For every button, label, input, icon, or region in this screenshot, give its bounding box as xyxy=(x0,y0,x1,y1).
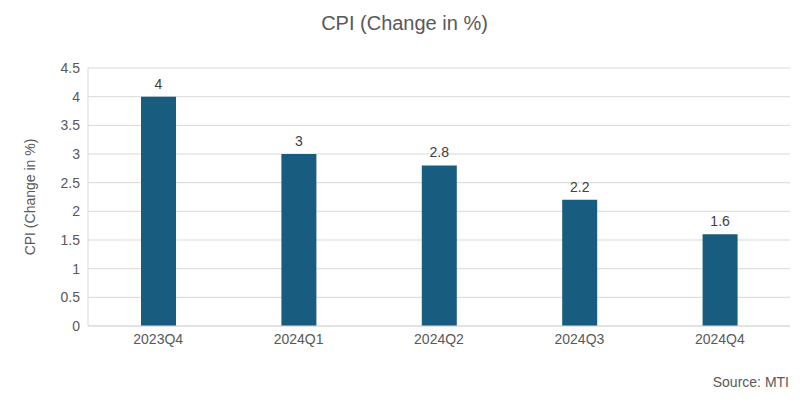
svg-text:2.5: 2.5 xyxy=(61,175,81,191)
svg-text:3: 3 xyxy=(295,133,303,149)
html-text:CPI (Change in %): CPI (Change in %) xyxy=(321,12,488,34)
svg-text:1.6: 1.6 xyxy=(710,213,730,229)
svg-text:2024Q4: 2024Q4 xyxy=(695,331,745,347)
svg-text:0: 0 xyxy=(72,318,80,334)
svg-text:3.5: 3.5 xyxy=(61,117,81,133)
svg-text:1.5: 1.5 xyxy=(61,232,81,248)
svg-text:1: 1 xyxy=(72,261,80,277)
svg-text:4: 4 xyxy=(155,76,163,92)
html-text:Source: MTI: Source: MTI xyxy=(712,374,789,390)
svg-text:2.2: 2.2 xyxy=(570,179,590,195)
svg-text:2024Q1: 2024Q1 xyxy=(274,331,324,347)
svg-text:2024Q2: 2024Q2 xyxy=(414,331,464,347)
svg-text:4.5: 4.5 xyxy=(61,60,81,76)
svg-text:2: 2 xyxy=(72,203,80,219)
svg-text:2023Q4: 2023Q4 xyxy=(133,331,183,347)
svg-text:4: 4 xyxy=(72,89,80,105)
svg-text:3: 3 xyxy=(72,146,80,162)
svg-text:2.8: 2.8 xyxy=(430,144,450,160)
svg-text:0.5: 0.5 xyxy=(61,289,81,305)
svg-text:CPI (Change in %): CPI (Change in %) xyxy=(22,139,38,256)
svg-text:2024Q3: 2024Q3 xyxy=(554,331,604,347)
